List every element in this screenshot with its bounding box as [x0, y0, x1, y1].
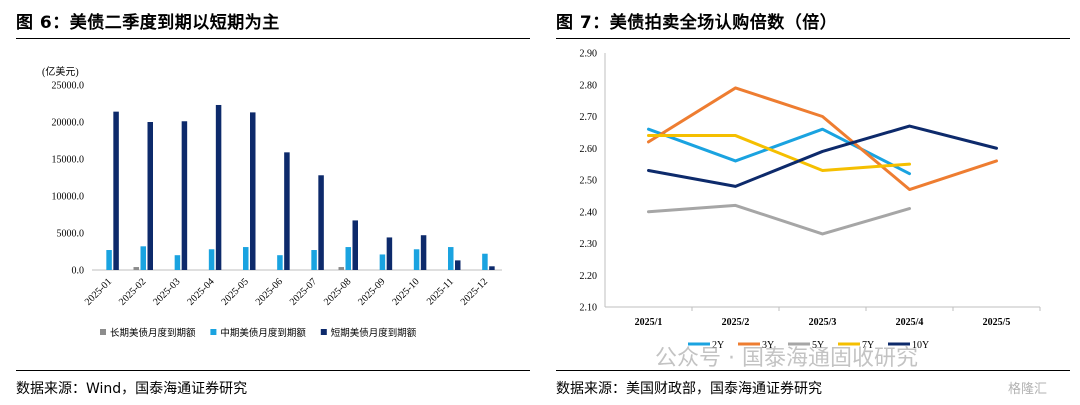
y-unit-label: (亿美元) [42, 65, 79, 78]
series-line [647, 124, 998, 188]
x-tick-label: 2025-02 [117, 276, 148, 307]
bar [489, 266, 495, 270]
left-top-rule [16, 38, 530, 39]
bar [174, 255, 181, 270]
series-line [647, 134, 911, 172]
legend-label: 短期美债月度到期额 [331, 327, 417, 339]
y-tick-label: 2.50 [580, 176, 598, 187]
x-tick-label: 2025-03 [151, 276, 182, 307]
x-tick-label: 2025-01 [83, 276, 114, 307]
left-source-note: 数据来源：Wind，国泰海通证券研究 [16, 381, 248, 397]
y-tick-label: 2.70 [580, 112, 598, 123]
y-tick-label: 2.30 [580, 239, 598, 250]
bar [284, 152, 290, 270]
left-chart-panel: 图 6：美债二季度到期以短期为主 (亿美元) 0.0 5000.0 10000.0 15… [16, 13, 530, 397]
x-tick-label: 2025-06 [254, 276, 285, 307]
legend-label: 3Y [762, 340, 774, 351]
x-tick-label: 2025-07 [288, 276, 319, 307]
series-line [647, 203, 911, 236]
watermark-logo: 格隆汇 [1008, 382, 1048, 397]
y-tick-label: 20000.0 [52, 118, 85, 129]
legend-label: 7Y [862, 340, 874, 351]
bar [386, 237, 393, 270]
legend-label: 10Y [912, 340, 929, 351]
y-tick-label: 2.80 [580, 80, 598, 91]
legend-swatch [100, 329, 106, 335]
legend-label: 2Y [712, 340, 724, 351]
bar [352, 220, 358, 270]
bar-chart: (亿美元) 0.0 5000.0 10000.0 15000.0 20000.0 25000… [42, 65, 502, 339]
bar [113, 111, 119, 270]
legend-swatch [320, 329, 327, 335]
x-tick-label: 2025-05 [220, 276, 251, 307]
y-tick-label: 2.60 [580, 144, 598, 155]
x-tick-label: 2025-04 [185, 276, 216, 307]
right-chart-title: 图 7：美债拍卖全场认购倍数（倍） [556, 13, 838, 33]
y-tick-label: 2.40 [580, 207, 598, 218]
right-bottom-rule [556, 370, 1070, 371]
bar [448, 247, 454, 270]
x-tick-label: 2025-09 [356, 276, 387, 307]
legend-label: 5Y [812, 340, 824, 351]
bar [250, 112, 256, 270]
x-tick-label: 2025/2 [722, 317, 750, 328]
legend-label: 长期美债月度到期额 [110, 327, 196, 339]
bar [243, 247, 249, 270]
bar [208, 249, 215, 270]
x-tick-label: 2025/3 [809, 317, 837, 328]
bar [345, 247, 351, 270]
x-tick-label: 2025-12 [459, 276, 490, 307]
right-source-note: 数据来源：美国财政部，国泰海通证券研究 [556, 381, 822, 397]
bar [420, 235, 427, 270]
bar [106, 250, 112, 270]
bar [311, 250, 317, 270]
y-tick-label: 5000.0 [57, 229, 85, 240]
y-tick-label: 15000.0 [52, 155, 85, 166]
y-tick-label: 25000.0 [52, 81, 85, 92]
left-bottom-rule [16, 370, 530, 371]
x-tick-label: 2025/1 [635, 317, 663, 328]
bar [338, 267, 344, 270]
line-chart: 2.10 2.20 2.30 2.40 2.50 2.60 2.70 2.80 2.90 2025… [580, 49, 1041, 351]
bar [133, 267, 139, 270]
series-line [647, 86, 998, 192]
right-top-rule [556, 38, 1070, 39]
bar [455, 260, 461, 270]
x-tick-label: 2025-11 [425, 276, 456, 307]
bar [277, 255, 283, 270]
bar [379, 254, 386, 270]
y-tick-label: 2.10 [580, 303, 598, 314]
bar [181, 121, 188, 270]
legend-swatch [210, 329, 217, 335]
right-chart-panel: 图 7：美债拍卖全场认购倍数（倍） 2.10 2.20 2.30 2.40 2.50 2.… [540, 0, 1080, 405]
x-tick-label: 2025-10 [390, 276, 421, 307]
bar [482, 253, 488, 270]
y-tick-label: 10000.0 [52, 192, 85, 203]
left-chart-title: 图 6：美债二季度到期以短期为主 [16, 13, 280, 33]
y-tick-label: 2.20 [580, 271, 598, 282]
x-tick-label: 2025/4 [896, 317, 924, 328]
bar [318, 175, 324, 270]
bar [147, 122, 153, 270]
x-tick-label: 2025/5 [983, 317, 1011, 328]
y-tick-label: 0.0 [72, 266, 85, 277]
legend-label: 中期美债月度到期额 [220, 327, 306, 339]
watermark-text: 公众号 · 国泰海通固收研究 [655, 346, 918, 371]
x-tick-label: 2025-08 [322, 276, 353, 307]
bar [215, 104, 222, 270]
bar [140, 246, 146, 270]
y-tick-label: 2.90 [580, 49, 598, 60]
bar [413, 249, 420, 270]
